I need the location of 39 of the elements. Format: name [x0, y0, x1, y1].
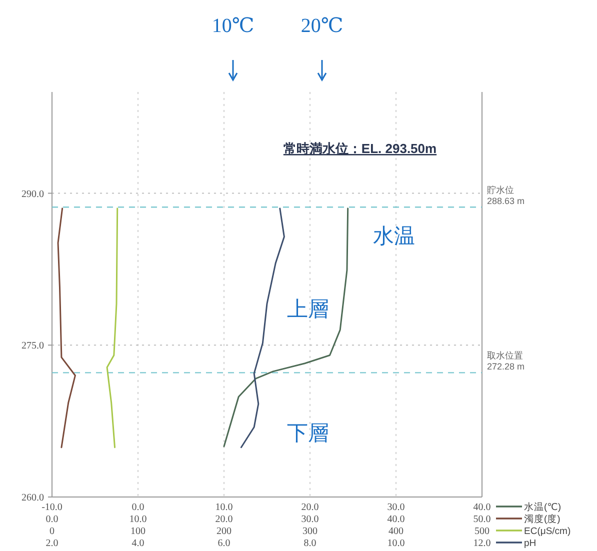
- x-tick-label: 30.0: [387, 502, 405, 513]
- x-tick-label: 100: [130, 526, 146, 537]
- annotation: 上層: [287, 298, 329, 321]
- x-tick-label: 500: [474, 526, 490, 537]
- x2-tick-label: 12.0: [473, 538, 491, 549]
- x-tick-label: -10.0: [42, 502, 62, 513]
- y-tick-label: 275.0: [22, 340, 44, 352]
- x2-tick-label: 0.0: [46, 514, 58, 525]
- ref-line-label: 取水位置 272.28 m: [487, 350, 525, 372]
- x2-tick-label: 40.0: [387, 514, 405, 525]
- text: 10℃: [212, 15, 254, 37]
- x-tick-label: 10.0: [215, 502, 233, 513]
- x-tick-label: 400: [388, 526, 404, 537]
- x-tick-label: 200: [216, 526, 232, 537]
- y-tick-label: 260.0: [22, 492, 44, 504]
- x-tick-label: 300: [302, 526, 318, 537]
- x2-tick-label: 6.0: [218, 538, 230, 549]
- x2-tick-label: 4.0: [132, 538, 144, 549]
- x2-tick-label: 30.0: [301, 514, 319, 525]
- x-tick-label: 0: [50, 526, 54, 537]
- annotation: 下層: [287, 422, 329, 445]
- x2-tick-label: 8.0: [304, 538, 316, 549]
- x-tick-label: 0.0: [132, 502, 144, 513]
- annotation: 常時満水位：EL. 293.50m: [283, 141, 437, 156]
- legend-label: pH: [524, 538, 536, 549]
- x2-tick-label: 20.0: [215, 514, 233, 525]
- x-tick-label: 40.0: [473, 502, 491, 513]
- y-tick-label: 290.0: [22, 188, 44, 200]
- x-tick-label: 20.0: [301, 502, 319, 513]
- x2-tick-label: 10.0: [387, 538, 405, 549]
- ref-line-label: 貯水位 288.63 m: [487, 185, 525, 206]
- annotation: 水温: [373, 225, 415, 248]
- text: 20℃: [300, 15, 344, 37]
- legend-label: 水温(℃): [524, 501, 561, 513]
- x2-tick-label: 50.0: [473, 514, 491, 525]
- legend-label: EC(μS/cm): [524, 526, 571, 537]
- x2-tick-label: 10.0: [129, 514, 147, 525]
- legend-label: 濁度(度): [524, 513, 560, 525]
- x2-tick-label: 2.0: [46, 538, 58, 549]
